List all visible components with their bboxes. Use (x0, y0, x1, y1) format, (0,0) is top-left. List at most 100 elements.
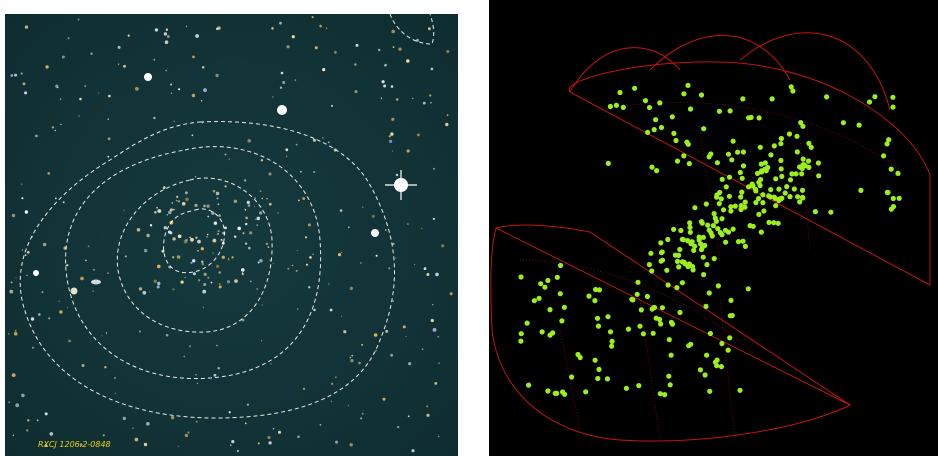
star (411, 449, 415, 453)
star (256, 288, 258, 290)
star (224, 185, 227, 188)
galaxy-point (658, 321, 664, 327)
star (236, 450, 239, 452)
galaxy-point (735, 239, 742, 245)
star (215, 191, 220, 196)
galaxy-point (704, 262, 710, 268)
star (11, 213, 16, 218)
star (355, 43, 359, 47)
galaxy-point (657, 316, 663, 323)
star (395, 98, 399, 101)
star (412, 97, 414, 99)
star (117, 45, 121, 49)
star (172, 237, 176, 241)
star (163, 226, 167, 230)
galaxy-point (747, 223, 753, 229)
star (286, 155, 288, 157)
star (347, 226, 350, 229)
star (354, 90, 358, 94)
galaxy-point (749, 181, 755, 187)
galaxy-point (596, 366, 602, 372)
star (207, 215, 210, 218)
star (134, 437, 139, 442)
star (177, 200, 181, 203)
star (226, 280, 231, 284)
galaxy-point (559, 318, 565, 324)
star (191, 134, 194, 137)
star (68, 339, 71, 343)
star (176, 195, 179, 198)
galaxy-point (554, 274, 560, 280)
star (156, 285, 160, 289)
galaxy-point (713, 218, 720, 224)
star (177, 234, 182, 239)
galaxy-point (800, 156, 806, 162)
galaxy-point (787, 194, 793, 200)
star (261, 304, 263, 306)
galaxy-point (872, 94, 878, 100)
star (217, 232, 219, 235)
star (169, 231, 173, 235)
galaxy-point (808, 144, 814, 150)
galaxy-point (649, 164, 655, 170)
galaxy-point (719, 216, 725, 222)
galaxy-point (771, 220, 777, 226)
galaxy-point (730, 138, 736, 144)
galaxy-point (800, 123, 806, 129)
star (189, 345, 191, 348)
galaxy-point (722, 227, 729, 233)
star (162, 186, 166, 190)
galaxy-point (890, 195, 896, 202)
star (85, 259, 87, 262)
galaxy-point (547, 332, 553, 338)
star (341, 251, 343, 253)
star (296, 249, 298, 251)
star (104, 366, 107, 369)
galaxy-point (644, 293, 651, 300)
star (77, 18, 80, 21)
star (426, 405, 429, 408)
galaxy-point (703, 303, 709, 309)
star (181, 202, 186, 206)
galaxy-point (703, 201, 709, 207)
star (260, 159, 264, 162)
galaxy-point (605, 314, 611, 320)
star (168, 210, 172, 215)
star (48, 317, 51, 320)
star (58, 300, 60, 302)
star (90, 52, 93, 55)
star (330, 400, 332, 402)
star (234, 235, 237, 238)
galaxy-point (719, 340, 725, 347)
galaxy-point (753, 200, 759, 206)
star (380, 97, 383, 99)
galaxy-point (715, 226, 721, 232)
galaxy-point (760, 192, 766, 198)
star (286, 45, 290, 49)
star (244, 209, 247, 211)
star (136, 228, 141, 232)
galaxy-point (719, 232, 725, 238)
star (45, 445, 48, 448)
star (154, 211, 157, 214)
star (92, 290, 94, 292)
star (249, 231, 253, 235)
galaxy-point (547, 307, 553, 313)
star (311, 16, 314, 19)
galaxy-point (539, 329, 545, 335)
star (206, 233, 209, 236)
star (93, 269, 95, 271)
star (190, 261, 193, 264)
galaxy-point (706, 290, 712, 296)
star (279, 86, 283, 89)
star (350, 359, 354, 363)
star (165, 69, 167, 72)
galaxy-point (895, 170, 901, 176)
star (10, 74, 14, 77)
galaxy-point (545, 277, 551, 284)
star (172, 288, 175, 291)
star (98, 92, 100, 94)
galaxy-point (740, 238, 746, 244)
star (313, 308, 316, 312)
star (361, 343, 364, 346)
